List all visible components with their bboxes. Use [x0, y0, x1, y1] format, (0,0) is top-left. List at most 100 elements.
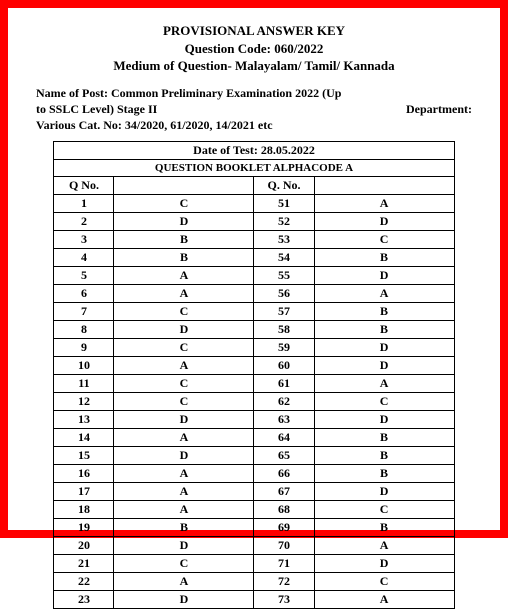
table-row: 17A67D — [54, 483, 454, 501]
ans-cell: B — [314, 429, 454, 447]
document-frame: PROVISIONAL ANSWER KEY Question Code: 06… — [0, 0, 508, 538]
qno-cell: 55 — [254, 267, 314, 285]
qno-cell: 15 — [54, 447, 114, 465]
qno-cell: 59 — [254, 339, 314, 357]
ans-cell: D — [314, 483, 454, 501]
ans-cell: A — [114, 267, 254, 285]
table-row: 7C57B — [54, 303, 454, 321]
col-header-qno2: Q. No. — [254, 177, 314, 195]
ans-cell: A — [114, 285, 254, 303]
qno-cell: 66 — [254, 465, 314, 483]
post-line-2-right: Department: — [406, 101, 472, 117]
qno-cell: 54 — [254, 249, 314, 267]
qno-cell: 65 — [254, 447, 314, 465]
qno-cell: 21 — [54, 555, 114, 573]
ans-cell: A — [114, 501, 254, 519]
post-line-1: Name of Post: Common Preliminary Examina… — [36, 85, 472, 101]
ans-cell: C — [314, 231, 454, 249]
table-row: 4B54B — [54, 249, 454, 267]
qno-cell: 17 — [54, 483, 114, 501]
qno-cell: 62 — [254, 393, 314, 411]
post-line-2: to SSLC Level) Stage II Department: — [36, 101, 472, 117]
table-row: 16A66B — [54, 465, 454, 483]
col-header-qno: Q No. — [54, 177, 114, 195]
table-row: 20D70A — [54, 537, 454, 555]
answer-key-table: Date of Test: 28.05.2022 QUESTION BOOKLE… — [53, 141, 454, 609]
qno-cell: 13 — [54, 411, 114, 429]
qno-cell: 2 — [54, 213, 114, 231]
ans-cell: B — [114, 519, 254, 537]
booklet-header: QUESTION BOOKLET ALPHACODE A — [54, 160, 454, 177]
table-row: 14A64B — [54, 429, 454, 447]
ans-cell: A — [114, 483, 254, 501]
qno-cell: 5 — [54, 267, 114, 285]
ans-cell: D — [314, 213, 454, 231]
table-row: 15D65B — [54, 447, 454, 465]
ans-cell: D — [314, 339, 454, 357]
ans-cell: C — [114, 303, 254, 321]
ans-cell: B — [314, 303, 454, 321]
col-header-ans2-blank — [314, 177, 454, 195]
table-row: 2D52D — [54, 213, 454, 231]
ans-cell: D — [314, 357, 454, 375]
table-row: 19B69B — [54, 519, 454, 537]
ans-cell: D — [114, 321, 254, 339]
col-header-ans-blank — [114, 177, 254, 195]
qno-cell: 60 — [254, 357, 314, 375]
ans-cell: B — [114, 231, 254, 249]
ans-cell: C — [114, 375, 254, 393]
title-line-3: Medium of Question- Malayalam/ Tamil/ Ka… — [36, 57, 472, 75]
post-block: Name of Post: Common Preliminary Examina… — [36, 85, 472, 134]
table-row: 13D63D — [54, 411, 454, 429]
ans-cell: A — [114, 429, 254, 447]
qno-cell: 64 — [254, 429, 314, 447]
post-line-3: Various Cat. No: 34/2020, 61/2020, 14/20… — [36, 117, 472, 133]
table-row: 10A60D — [54, 357, 454, 375]
ans-cell: D — [114, 447, 254, 465]
table-row: 6A56A — [54, 285, 454, 303]
qno-cell: 4 — [54, 249, 114, 267]
qno-cell: 16 — [54, 465, 114, 483]
table-row: 22A72C — [54, 573, 454, 591]
qno-cell: 52 — [254, 213, 314, 231]
ans-cell: B — [314, 465, 454, 483]
ans-cell: A — [314, 195, 454, 213]
ans-cell: C — [114, 195, 254, 213]
ans-cell: B — [114, 249, 254, 267]
title-line-1: PROVISIONAL ANSWER KEY — [36, 22, 472, 40]
qno-cell: 61 — [254, 375, 314, 393]
qno-cell: 3 — [54, 231, 114, 249]
ans-cell: C — [114, 393, 254, 411]
qno-cell: 68 — [254, 501, 314, 519]
ans-cell: B — [314, 519, 454, 537]
qno-cell: 69 — [254, 519, 314, 537]
qno-cell: 22 — [54, 573, 114, 591]
ans-cell: B — [314, 321, 454, 339]
ans-cell: A — [314, 375, 454, 393]
ans-cell: D — [114, 411, 254, 429]
qno-cell: 51 — [254, 195, 314, 213]
ans-cell: B — [314, 249, 454, 267]
qno-cell: 67 — [254, 483, 314, 501]
table-row: 9C59D — [54, 339, 454, 357]
ans-cell: A — [314, 591, 454, 609]
qno-cell: 8 — [54, 321, 114, 339]
table-row: 3B53C — [54, 231, 454, 249]
table-row: 5A55D — [54, 267, 454, 285]
qno-cell: 58 — [254, 321, 314, 339]
ans-cell: A — [114, 357, 254, 375]
ans-cell: A — [114, 465, 254, 483]
ans-cell: A — [314, 537, 454, 555]
qno-cell: 10 — [54, 357, 114, 375]
qno-cell: 20 — [54, 537, 114, 555]
qno-cell: 1 — [54, 195, 114, 213]
qno-cell: 71 — [254, 555, 314, 573]
qno-cell: 70 — [254, 537, 314, 555]
ans-cell: D — [314, 411, 454, 429]
table-row: 8D58B — [54, 321, 454, 339]
qno-cell: 7 — [54, 303, 114, 321]
qno-cell: 12 — [54, 393, 114, 411]
qno-cell: 6 — [54, 285, 114, 303]
table-row: 18A68C — [54, 501, 454, 519]
ans-cell: C — [114, 339, 254, 357]
